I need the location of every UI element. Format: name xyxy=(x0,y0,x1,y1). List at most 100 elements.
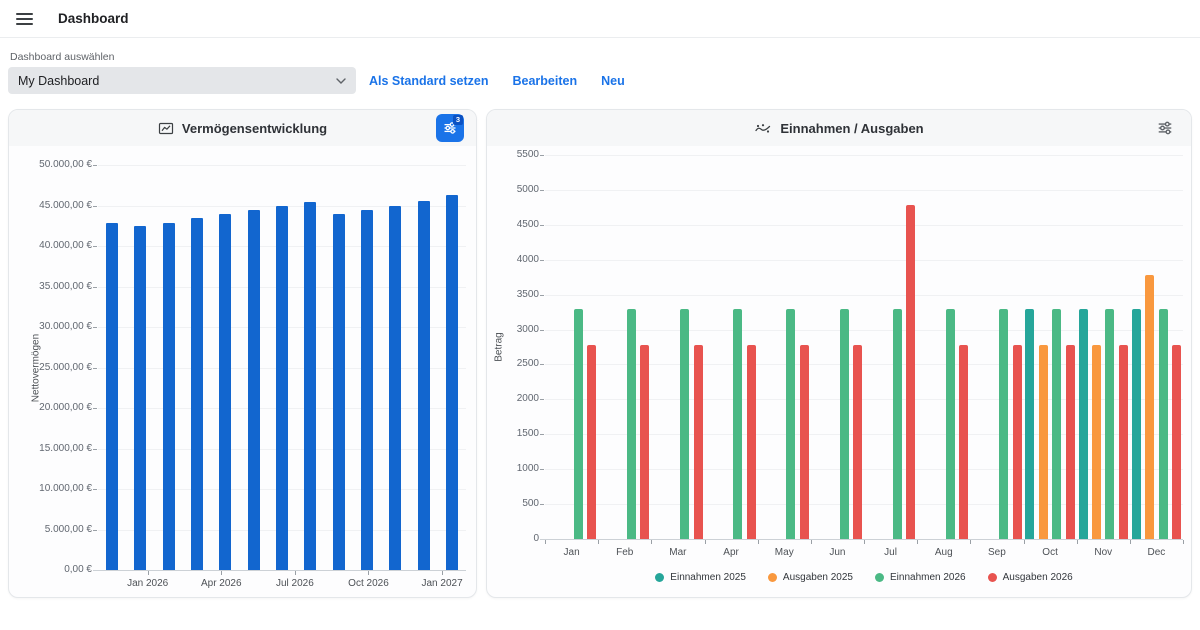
set-default-button[interactable]: Als Standard setzen xyxy=(369,73,489,88)
gridline xyxy=(545,399,1183,400)
networth-filter-button[interactable]: 3 xyxy=(436,114,464,142)
y-tick xyxy=(93,489,97,490)
gridline xyxy=(545,260,1183,261)
gridline xyxy=(545,190,1183,191)
x-tick xyxy=(651,540,653,544)
y-tick xyxy=(540,190,544,191)
x-tick xyxy=(917,540,919,544)
legend-item[interactable]: Ausgaben 2026 xyxy=(987,572,1073,583)
y-axis-label: 2000 xyxy=(516,393,539,404)
dashboard-select[interactable]: My Dashboard xyxy=(8,67,356,94)
gridline xyxy=(545,469,1183,470)
y-axis-label: 35.000,00 € xyxy=(39,281,92,292)
x-tick xyxy=(221,571,223,575)
x-axis-label: Aug xyxy=(934,547,953,558)
y-axis-label: 25.000,00 € xyxy=(39,362,92,373)
y-axis-label: 10.000,00 € xyxy=(39,483,92,494)
top-bar: Dashboard xyxy=(0,0,1200,38)
bar xyxy=(959,344,969,539)
bar xyxy=(1158,308,1168,539)
y-axis-title: Nettovermögen xyxy=(30,333,42,402)
legend-dot xyxy=(987,573,997,582)
x-axis-line xyxy=(540,539,1183,540)
bar xyxy=(786,308,796,539)
bar xyxy=(693,344,703,539)
bar xyxy=(906,205,916,539)
x-axis-label: Sep xyxy=(988,547,1006,558)
y-axis-label: 5.000,00 € xyxy=(44,524,92,535)
x-tick xyxy=(1129,540,1131,544)
bar xyxy=(573,308,583,539)
x-tick xyxy=(1183,540,1184,544)
bar xyxy=(417,200,430,570)
networth-card: Vermögensentwicklung 3 0,00 € 5.000,00 € 1… xyxy=(8,109,477,598)
income-expenses-card: Einnahmen / Ausgaben 0 500 1000 1500 2000 250… xyxy=(486,109,1192,598)
bar xyxy=(162,222,175,570)
x-axis-label: Jul xyxy=(884,547,897,558)
income-expenses-filter-button[interactable] xyxy=(1153,116,1177,140)
y-axis-label: 2500 xyxy=(516,358,539,369)
x-tick xyxy=(368,571,370,575)
bar xyxy=(999,308,1009,539)
y-axis-label: 50.000,00 € xyxy=(39,159,92,170)
bar xyxy=(945,308,955,539)
y-axis-label: 20.000,00 € xyxy=(39,402,92,413)
bar xyxy=(1131,308,1141,539)
bar xyxy=(247,210,260,570)
x-axis-label: Jan 2026 xyxy=(127,578,169,589)
bar xyxy=(106,222,119,570)
y-axis-title: Betrag xyxy=(493,332,505,362)
y-axis-label: 30.000,00 € xyxy=(39,321,92,332)
y-tick xyxy=(540,399,544,400)
x-tick xyxy=(757,540,759,544)
x-axis-label: Jun xyxy=(829,547,846,558)
bar xyxy=(1065,344,1075,539)
legend-item[interactable]: Ausgaben 2025 xyxy=(767,572,853,583)
y-tick xyxy=(93,530,97,531)
bar xyxy=(360,210,373,570)
gridline xyxy=(545,434,1183,435)
legend-item[interactable]: Einnahmen 2026 xyxy=(875,572,966,583)
networth-chart-title: Vermögensentwicklung xyxy=(181,120,328,136)
x-axis-label: Nov xyxy=(1094,547,1113,558)
scatter-wave-icon xyxy=(754,121,772,135)
x-tick xyxy=(970,540,972,544)
y-tick xyxy=(540,434,544,435)
legend-dot xyxy=(655,573,665,582)
x-tick xyxy=(864,540,865,544)
bar xyxy=(1025,308,1035,539)
y-axis-label: 5500 xyxy=(516,149,539,160)
x-tick xyxy=(545,540,546,544)
x-axis-label: Apr xyxy=(723,547,739,558)
x-tick xyxy=(294,571,296,575)
y-tick xyxy=(93,408,97,409)
main-content: Dashboard auswählen My Dashboard Als Sta… xyxy=(0,51,1200,598)
bar xyxy=(680,308,690,539)
y-tick xyxy=(540,364,544,365)
edit-button[interactable]: Bearbeiten xyxy=(512,73,578,88)
x-tick xyxy=(704,540,706,544)
bar xyxy=(445,194,458,570)
gridline xyxy=(545,295,1183,296)
bar xyxy=(640,344,650,539)
bar xyxy=(191,217,204,570)
legend-label: Einnahmen 2026 xyxy=(890,572,966,583)
new-button[interactable]: Neu xyxy=(601,73,625,88)
y-tick xyxy=(540,469,544,470)
bar xyxy=(1052,308,1062,539)
dashboard-select-label: Dashboard auswählen xyxy=(10,51,115,63)
bar xyxy=(304,202,317,570)
bar xyxy=(746,344,756,539)
y-axis-label: 500 xyxy=(522,498,539,509)
y-tick xyxy=(93,287,97,288)
y-tick xyxy=(93,246,97,247)
x-tick xyxy=(598,540,600,544)
y-axis-label: 4000 xyxy=(516,254,539,265)
y-tick xyxy=(93,449,97,450)
legend-item[interactable]: Einnahmen 2025 xyxy=(655,572,746,583)
menu-icon[interactable] xyxy=(16,12,33,25)
y-axis-label: 5000 xyxy=(516,184,539,195)
legend-label: Einnahmen 2025 xyxy=(670,572,746,583)
y-axis-label: 40.000,00 € xyxy=(39,240,92,251)
gridline xyxy=(545,155,1183,156)
